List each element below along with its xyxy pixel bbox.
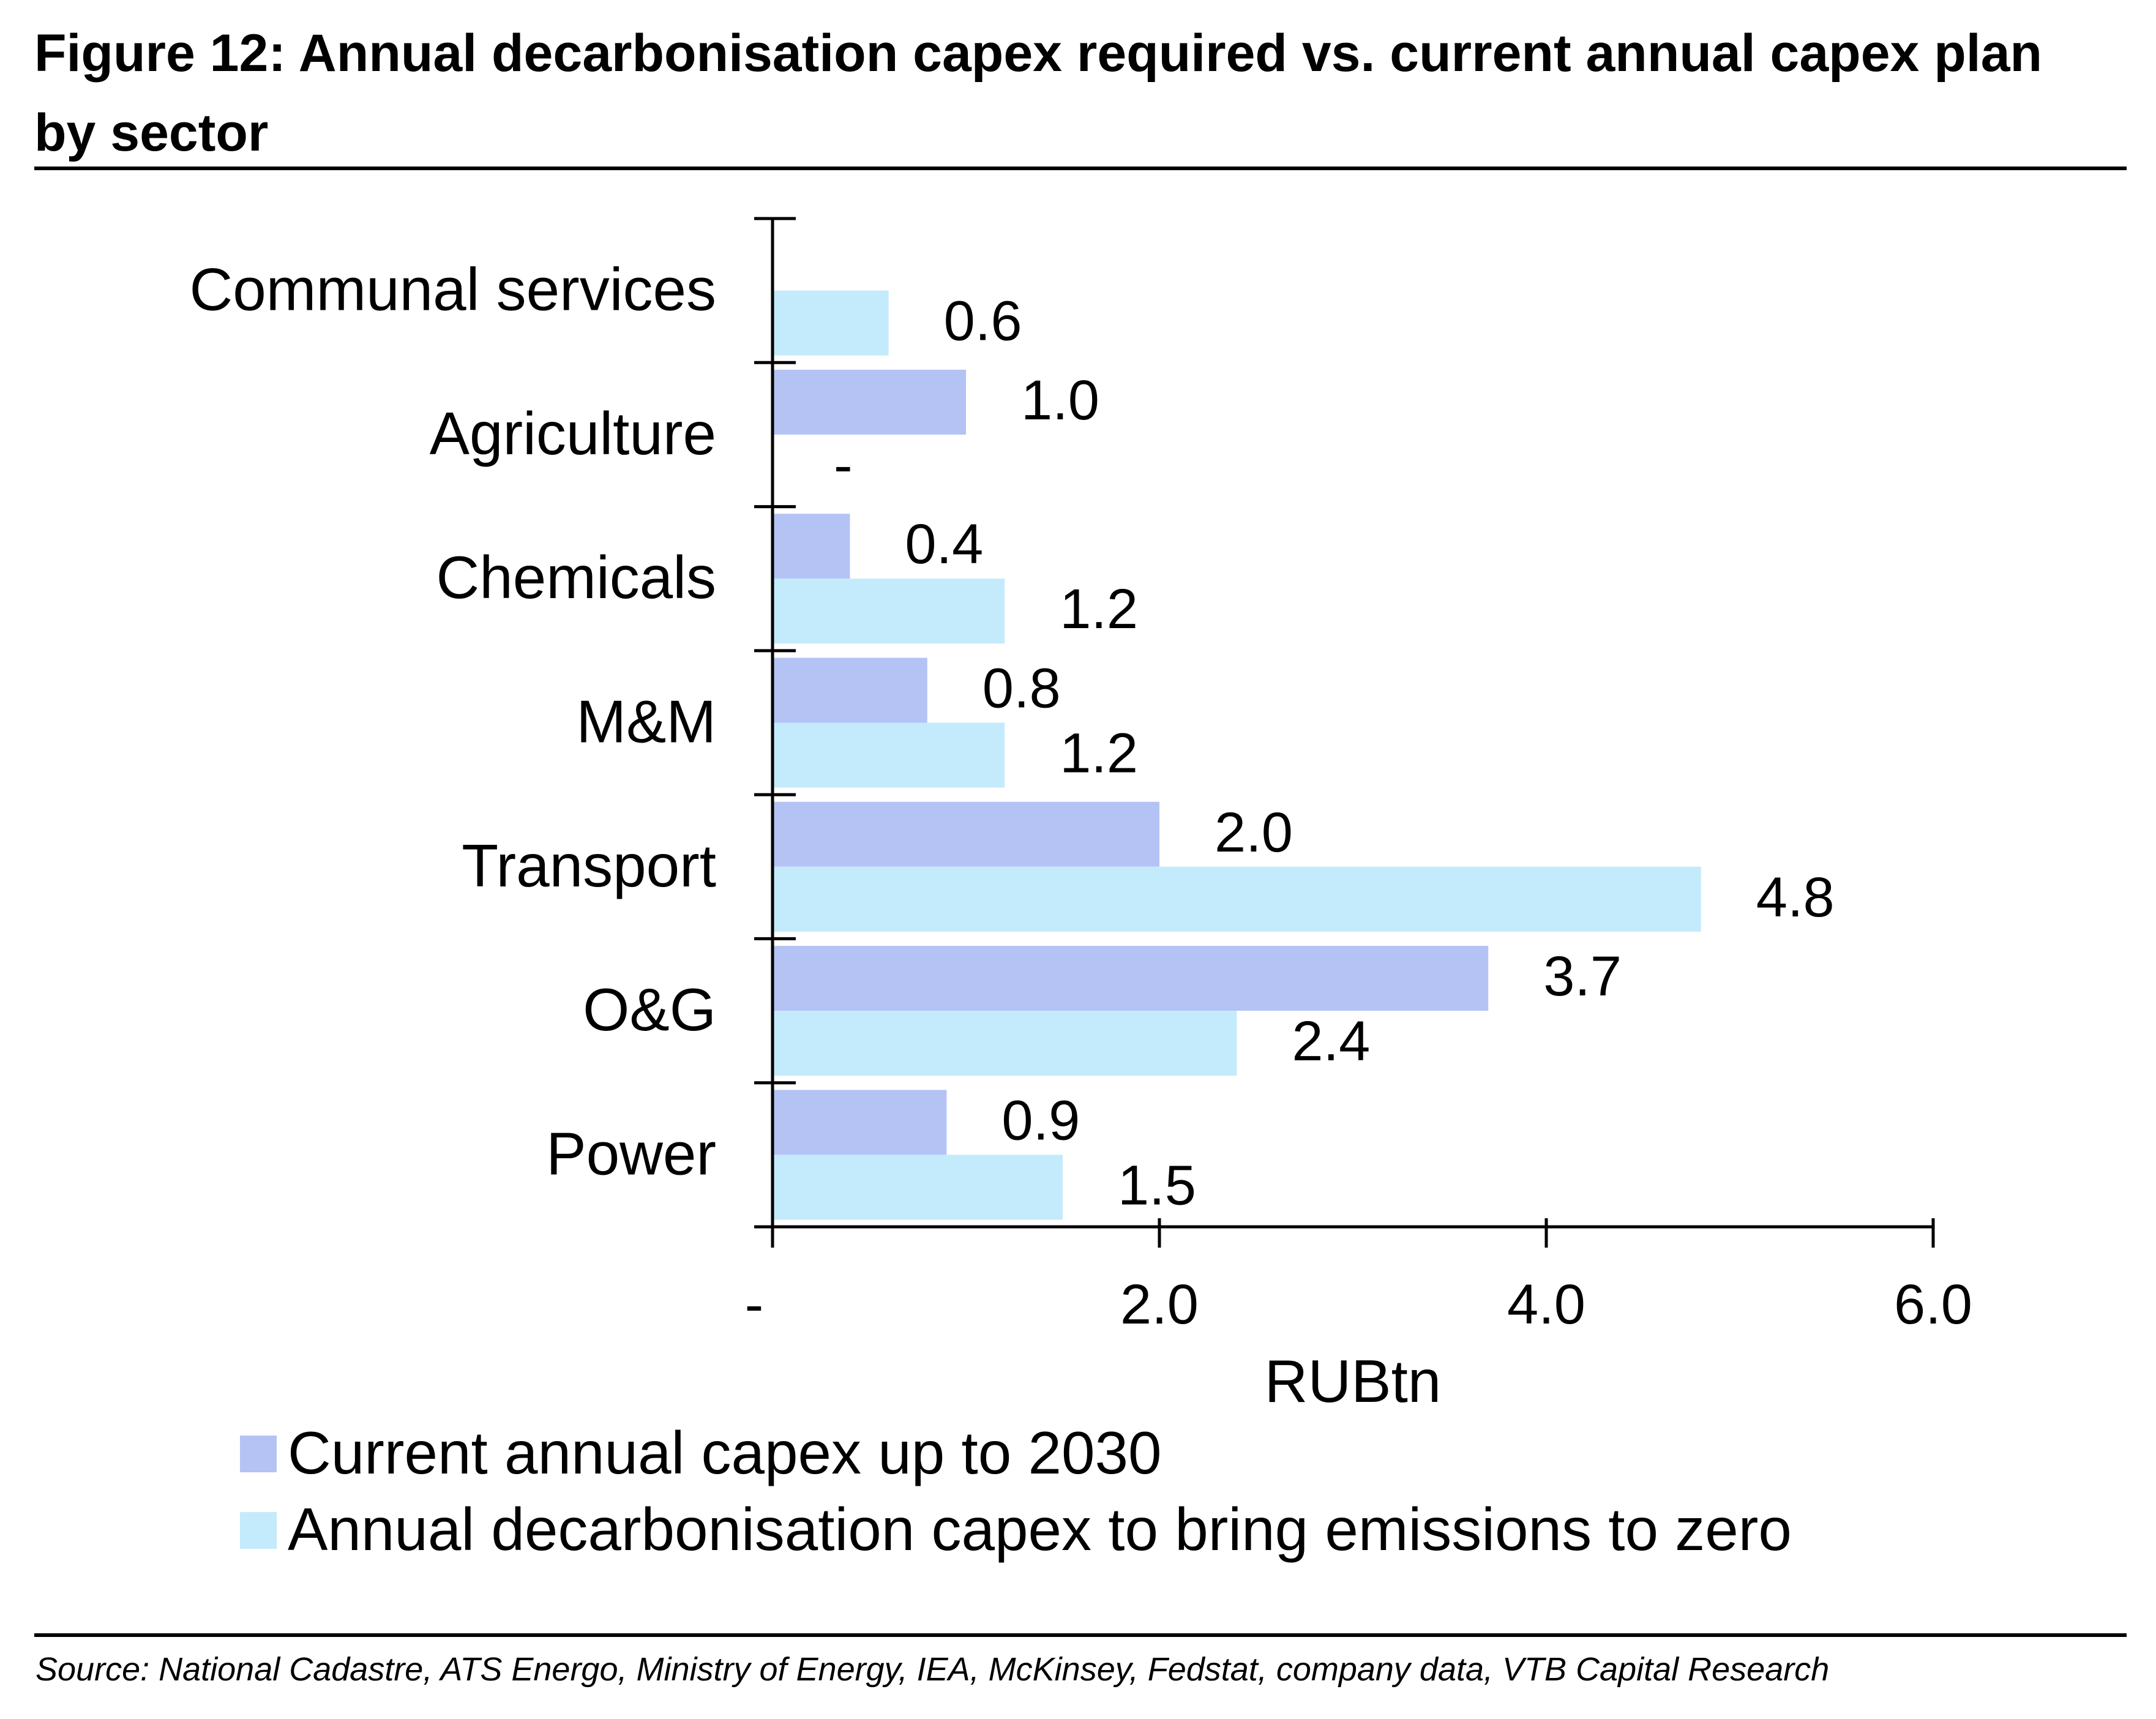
source-rule bbox=[34, 1633, 2127, 1637]
category-label: Power bbox=[546, 1120, 716, 1187]
bar-current bbox=[773, 514, 850, 579]
data-label: 1.2 bbox=[1060, 578, 1138, 640]
x-tick-label: 4.0 bbox=[1507, 1273, 1585, 1336]
bar-decarb bbox=[773, 866, 1701, 932]
source-note: Source: National Cadastre, ATS Energo, M… bbox=[36, 1651, 1830, 1688]
x-tick-label: 2.0 bbox=[1120, 1273, 1199, 1336]
bar-current bbox=[773, 1090, 947, 1155]
category-label: M&M bbox=[576, 688, 716, 755]
data-label: 3.7 bbox=[1543, 945, 1622, 1008]
data-label: - bbox=[834, 434, 853, 496]
bar-chart: 0.6 Communal services 1.0 - Agriculture 0.4 1.… bbox=[190, 217, 1972, 1563]
category-label: O&G bbox=[583, 976, 716, 1043]
bar-decarb bbox=[773, 1155, 1063, 1220]
bar-current bbox=[773, 657, 927, 723]
category-label: Agriculture bbox=[430, 400, 716, 467]
data-label: 0.4 bbox=[905, 513, 983, 575]
data-label: 4.8 bbox=[1756, 866, 1835, 929]
data-label: 2.0 bbox=[1215, 801, 1293, 864]
data-label: 1.0 bbox=[1021, 369, 1099, 432]
bar-current bbox=[773, 801, 1159, 867]
bar-decarb bbox=[773, 290, 889, 356]
data-label: 0.9 bbox=[1001, 1089, 1080, 1152]
bar-decarb bbox=[773, 579, 1005, 644]
x-axis-label: RUBtn bbox=[1265, 1347, 1442, 1415]
legend-swatch bbox=[240, 1512, 277, 1549]
chart-title: Figure 12: Annual decarbonisation capex … bbox=[34, 24, 2043, 162]
title-rule bbox=[34, 167, 2127, 170]
category-label: Chemicals bbox=[436, 544, 716, 611]
data-label: 0.6 bbox=[944, 290, 1022, 353]
data-label: 2.4 bbox=[1292, 1010, 1370, 1073]
category-label: Transport bbox=[462, 832, 716, 899]
legend-label: Current annual capex up to 2030 bbox=[288, 1419, 1161, 1486]
data-label: 0.8 bbox=[983, 657, 1061, 720]
legend-swatch bbox=[240, 1436, 277, 1472]
data-label: 1.2 bbox=[1060, 722, 1138, 785]
bar-current bbox=[773, 369, 966, 435]
bar-current bbox=[773, 946, 1489, 1011]
category-label: Communal services bbox=[190, 256, 716, 323]
legend-label: Annual decarbonisation capex to bring em… bbox=[288, 1496, 1792, 1563]
data-label: 1.5 bbox=[1118, 1154, 1196, 1216]
bar-decarb bbox=[773, 1011, 1237, 1076]
x-tick-label: 6.0 bbox=[1894, 1273, 1972, 1336]
x-tick-label: - bbox=[745, 1273, 764, 1336]
bar-decarb bbox=[773, 722, 1005, 788]
